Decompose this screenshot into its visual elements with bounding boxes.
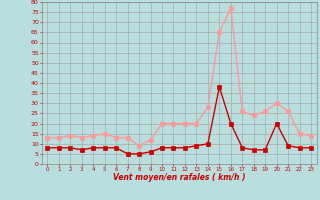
X-axis label: Vent moyen/en rafales ( km/h ): Vent moyen/en rafales ( km/h )	[113, 173, 245, 182]
